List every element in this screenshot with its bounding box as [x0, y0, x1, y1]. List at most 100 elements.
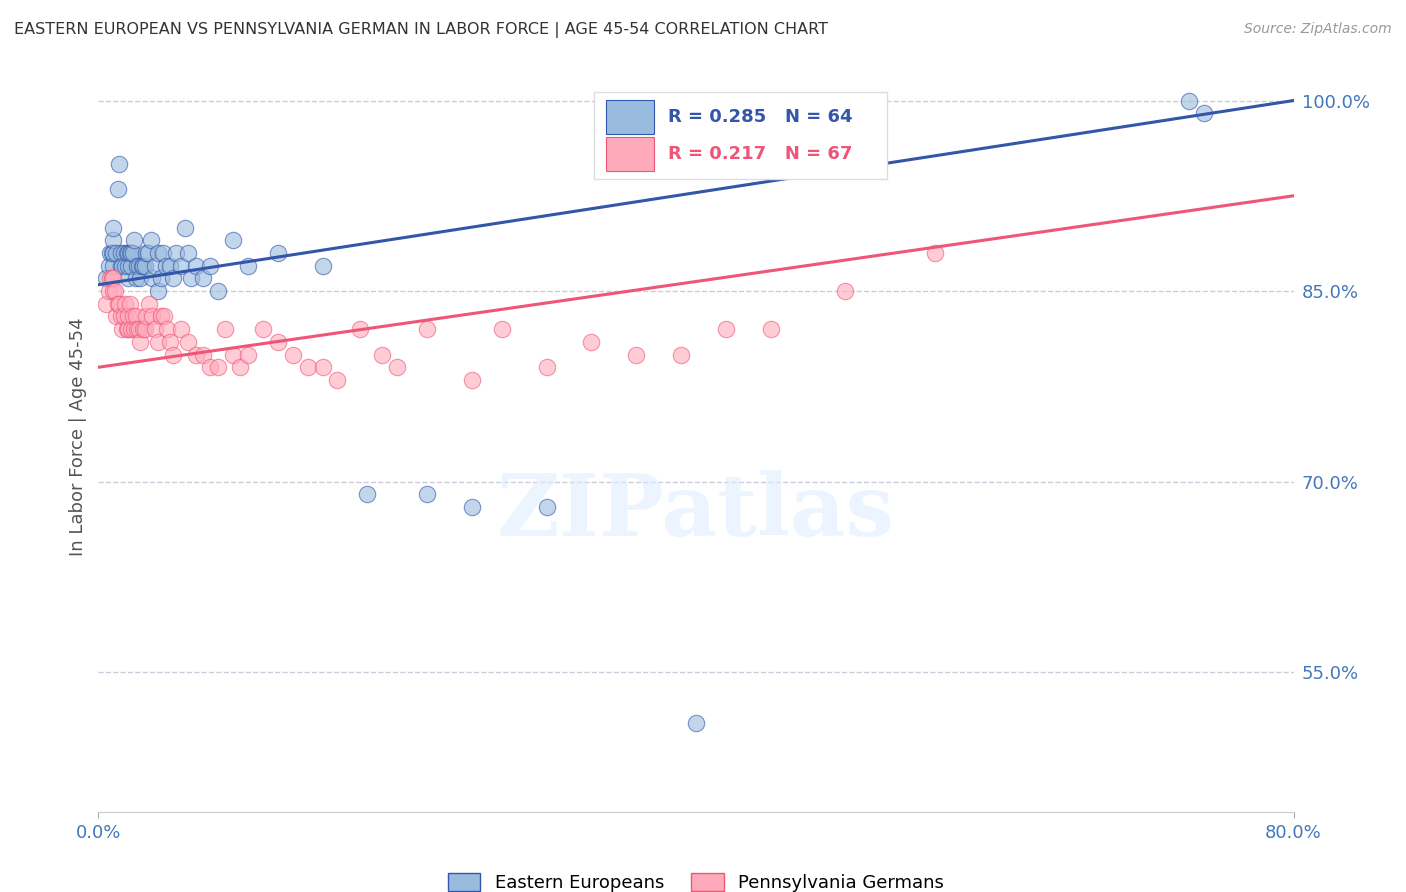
Point — [191, 347, 214, 361]
Point — [128, 259, 150, 273]
Point — [94, 271, 117, 285]
Point — [117, 271, 139, 285]
Point — [311, 360, 333, 375]
FancyBboxPatch shape — [595, 93, 887, 178]
Point — [162, 347, 184, 361]
Bar — [606, 137, 654, 171]
Point — [117, 259, 139, 273]
Point — [101, 246, 124, 260]
Point — [150, 310, 173, 324]
Point — [184, 259, 207, 273]
Point — [94, 297, 117, 311]
Point — [104, 284, 127, 298]
Point — [134, 322, 156, 336]
Point — [114, 259, 136, 273]
Point — [1178, 94, 1201, 108]
Point — [177, 334, 200, 349]
Point — [169, 322, 191, 336]
Point — [759, 322, 782, 336]
Text: EASTERN EUROPEAN VS PENNSYLVANIA GERMAN IN LABOR FORCE | AGE 45-54 CORRELATION C: EASTERN EUROPEAN VS PENNSYLVANIA GERMAN … — [14, 22, 828, 38]
Point — [110, 259, 132, 273]
Point — [121, 246, 143, 260]
Point — [180, 271, 202, 285]
Point — [1192, 106, 1215, 120]
Point — [103, 284, 125, 298]
Point — [112, 310, 135, 324]
Point — [174, 220, 197, 235]
Point — [236, 259, 259, 273]
Point — [127, 322, 149, 336]
Point — [143, 259, 166, 273]
Point — [111, 259, 134, 273]
Legend: Eastern Europeans, Pennsylvania Germans: Eastern Europeans, Pennsylvania Germans — [440, 866, 952, 892]
Point — [191, 271, 214, 285]
Point — [120, 322, 142, 336]
Point — [103, 271, 125, 285]
Point — [148, 284, 170, 298]
Point — [148, 246, 170, 260]
Point — [148, 334, 170, 349]
Point — [120, 259, 142, 273]
Point — [153, 310, 176, 324]
Point — [200, 360, 222, 375]
Point — [207, 284, 229, 298]
Point — [125, 271, 148, 285]
Point — [97, 284, 120, 298]
Point — [416, 322, 439, 336]
Point — [132, 259, 155, 273]
Point — [416, 487, 439, 501]
Point — [349, 322, 371, 336]
Point — [136, 246, 159, 260]
Point — [132, 322, 155, 336]
Point — [98, 271, 122, 285]
Point — [110, 246, 132, 260]
Point — [385, 360, 409, 375]
Text: ZIPatlas: ZIPatlas — [496, 470, 896, 554]
Point — [124, 233, 146, 247]
Point — [311, 259, 333, 273]
Point — [105, 246, 128, 260]
Point — [117, 246, 139, 260]
Point — [714, 322, 737, 336]
Point — [214, 322, 236, 336]
Point — [169, 259, 191, 273]
Bar — [606, 100, 654, 134]
Point — [107, 297, 129, 311]
Point — [97, 259, 120, 273]
Point — [685, 715, 707, 730]
Point — [124, 322, 146, 336]
Point — [222, 233, 245, 247]
Point — [118, 246, 141, 260]
Point — [581, 334, 603, 349]
Point — [297, 360, 319, 375]
Point — [152, 246, 174, 260]
Text: R = 0.217   N = 67: R = 0.217 N = 67 — [668, 145, 853, 163]
Point — [103, 259, 125, 273]
Point — [135, 310, 157, 324]
Point — [177, 246, 200, 260]
Point — [236, 347, 259, 361]
Point — [162, 271, 184, 285]
Point — [229, 360, 252, 375]
Point — [101, 271, 124, 285]
Point — [626, 347, 648, 361]
Point — [121, 310, 143, 324]
Point — [129, 334, 152, 349]
Point — [356, 487, 378, 501]
Point — [165, 246, 187, 260]
Point — [103, 233, 125, 247]
Point — [155, 259, 177, 273]
Point — [141, 271, 163, 285]
Point — [461, 373, 484, 387]
Point — [252, 322, 274, 336]
Point — [461, 500, 484, 514]
Point — [118, 297, 141, 311]
Point — [281, 347, 304, 361]
Point — [150, 271, 173, 285]
Point — [536, 500, 558, 514]
Point — [110, 310, 132, 324]
Point — [105, 310, 128, 324]
Point — [117, 310, 139, 324]
Point — [222, 347, 245, 361]
Point — [103, 220, 125, 235]
